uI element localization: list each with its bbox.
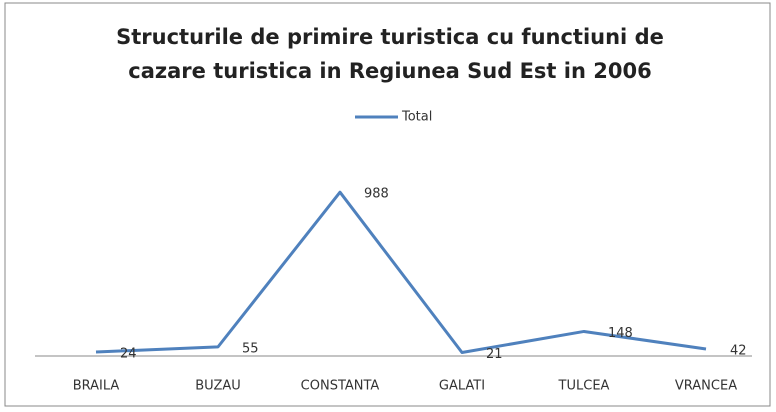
x-tick-label: TULCEA <box>558 379 610 394</box>
chart-title: Structurile de primire turistica cu func… <box>116 25 664 49</box>
x-tick-label: CONSTANTA <box>301 379 380 394</box>
chart-title: cazare turistica in Regiunea Sud Est in … <box>128 59 651 83</box>
data-label: 55 <box>242 341 259 356</box>
data-label: 42 <box>730 344 747 359</box>
x-tick-label: BRAILA <box>73 379 120 394</box>
data-label: 24 <box>120 347 137 362</box>
legend-label: Total <box>401 110 432 125</box>
data-label: 21 <box>486 347 503 362</box>
x-tick-label: BUZAU <box>195 379 241 394</box>
x-tick-label: GALATI <box>439 379 485 394</box>
line-series <box>95 190 707 355</box>
data-label: 148 <box>608 326 633 341</box>
data-label: 988 <box>364 187 389 202</box>
x-tick-label: VRANCEA <box>675 379 737 394</box>
